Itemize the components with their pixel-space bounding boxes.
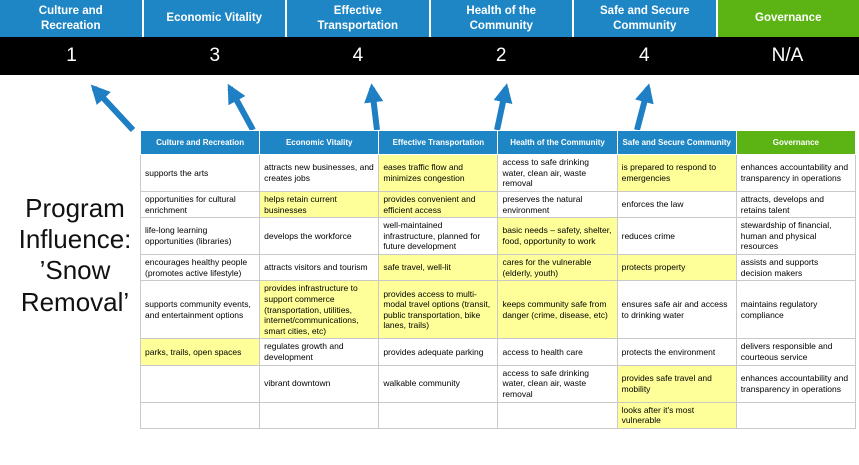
matrix-cell bbox=[378, 401, 499, 429]
matrix-cell: opportunities for cultural enrichment bbox=[139, 190, 261, 219]
matrix-cell: provides adequate parking bbox=[378, 338, 499, 366]
matrix-cell: enhances accountability and transparency… bbox=[735, 154, 857, 192]
score-value-4: 4 bbox=[638, 45, 650, 66]
influence-matrix: Culture and Recreation Economic Vitality E… bbox=[139, 130, 857, 429]
matrix-cell: provides convenient and efficient access bbox=[378, 190, 499, 219]
category-header-2: Effective Transportation bbox=[287, 0, 429, 37]
category-header-0: Culture and Recreation bbox=[0, 0, 142, 37]
matrix-header-2: Effective Transportation bbox=[378, 130, 499, 155]
matrix-cell: enforces the law bbox=[616, 190, 737, 219]
category-header-row: Culture and Recreation Economic Vitality E… bbox=[0, 0, 859, 37]
matrix-cell: helps retain current businesses bbox=[259, 190, 380, 219]
score-value-3: 2 bbox=[495, 45, 507, 66]
matrix-cell: keeps community safe from danger (crime,… bbox=[497, 280, 618, 340]
matrix-row-5: parks, trails, open spaces regulates grow… bbox=[139, 338, 857, 366]
score-value-2: 4 bbox=[352, 45, 364, 66]
matrix-cell: delivers responsible and courteous servi… bbox=[735, 338, 857, 366]
matrix-cell: attracts, develops and retains talent bbox=[735, 190, 857, 219]
matrix-cell bbox=[139, 401, 261, 429]
matrix-cell bbox=[259, 401, 380, 429]
matrix-cell: provides safe travel and mobility bbox=[616, 364, 737, 403]
matrix-cell: eases traffic flow and minimizes congest… bbox=[378, 154, 499, 192]
category-header-5: Governance bbox=[717, 0, 859, 37]
matrix-cell: provides access to multi-modal travel op… bbox=[378, 280, 499, 340]
matrix-cell: preserves the natural environment bbox=[497, 190, 618, 219]
matrix-cell: life-long learning opportunities (librar… bbox=[139, 217, 261, 255]
matrix-cell: supports community events, and entertain… bbox=[139, 280, 261, 340]
matrix-cell: protects property bbox=[616, 253, 737, 282]
matrix-cell: supports the arts bbox=[139, 154, 261, 192]
arrow-icon bbox=[364, 83, 384, 131]
arrow-icon bbox=[634, 83, 654, 131]
matrix-cell: maintains regulatory compliance bbox=[735, 280, 857, 340]
program-influence-label: Program Influence: ’Snow Removal’ bbox=[18, 193, 132, 317]
matrix-cell bbox=[139, 364, 261, 403]
matrix-row-1: opportunities for cultural enrichment hel… bbox=[139, 190, 857, 219]
matrix-header-row: Culture and Recreation Economic Vitality E… bbox=[139, 130, 857, 155]
arrow-icon bbox=[227, 83, 256, 132]
matrix-cell: encourages healthy people (promotes acti… bbox=[139, 253, 261, 282]
matrix-cell: vibrant downtown bbox=[259, 364, 380, 403]
matrix-cell: stewardship of financial, human and phys… bbox=[735, 217, 857, 255]
matrix-row-6: vibrant downtown walkable community access… bbox=[139, 364, 857, 403]
matrix-body: supports the arts attracts new businesses… bbox=[139, 154, 857, 429]
matrix-cell: safe travel, well-lit bbox=[378, 253, 499, 282]
matrix-cell: access to health care bbox=[497, 338, 618, 366]
matrix-cell: parks, trails, open spaces bbox=[139, 338, 261, 366]
matrix-header-0: Culture and Recreation bbox=[139, 130, 261, 155]
matrix-cell: walkable community bbox=[378, 364, 499, 403]
matrix-cell: assists and supports decision makers bbox=[735, 253, 857, 282]
matrix-row-7: looks after it's most vulnerable bbox=[139, 401, 857, 429]
matrix-cell: develops the workforce bbox=[259, 217, 380, 255]
matrix-cell: access to safe drinking water, clean air… bbox=[497, 154, 618, 192]
matrix-row-3: encourages healthy people (promotes acti… bbox=[139, 253, 857, 282]
score-value-0: 1 bbox=[66, 45, 77, 66]
matrix-row-4: supports community events, and entertain… bbox=[139, 280, 857, 340]
matrix-header-1: Economic Vitality bbox=[259, 130, 380, 155]
matrix-row-0: supports the arts attracts new businesses… bbox=[139, 154, 857, 192]
matrix-cell: provides infrastructure to support comme… bbox=[259, 280, 380, 340]
score-value-1: 3 bbox=[209, 45, 221, 66]
matrix-cell: looks after it's most vulnerable bbox=[616, 401, 737, 429]
matrix-cell: attracts visitors and tourism bbox=[259, 253, 380, 282]
matrix-cell: access to safe drinking water, clean air… bbox=[497, 364, 618, 403]
matrix-cell: ensures safe air and access to drinking … bbox=[616, 280, 737, 340]
matrix-header-3: Health of the Community bbox=[497, 130, 618, 155]
matrix-header-5: Governance bbox=[735, 130, 857, 155]
matrix-cell: cares for the vulnerable (elderly, youth… bbox=[497, 253, 618, 282]
score-row: 1 3 4 2 4 N/A bbox=[0, 37, 859, 75]
matrix-header-4: Safe and Secure Community bbox=[616, 130, 737, 155]
matrix-cell bbox=[497, 401, 618, 429]
arrow-icon bbox=[493, 83, 513, 131]
matrix-cell: reduces crime bbox=[616, 217, 737, 255]
matrix-cell: regulates growth and development bbox=[259, 338, 380, 366]
matrix-cell: well-maintained infrastructure, planned … bbox=[378, 217, 499, 255]
matrix-cell: attracts new businesses, and creates job… bbox=[259, 154, 380, 192]
matrix-row-2: life-long learning opportunities (librar… bbox=[139, 217, 857, 255]
category-header-1: Economic Vitality bbox=[143, 0, 285, 37]
matrix-cell: basic needs – safety, shelter, food, opp… bbox=[497, 217, 618, 255]
category-header-3: Health of the Community bbox=[430, 0, 572, 37]
score-value-5: N/A bbox=[771, 45, 804, 66]
matrix-cell: enhances accountability and transparency… bbox=[735, 364, 857, 403]
matrix-cell bbox=[735, 401, 857, 429]
matrix-cell: protects the environment bbox=[616, 338, 737, 366]
category-header-4: Safe and Secure Community bbox=[574, 0, 716, 37]
matrix-cell: is prepared to respond to emergencies bbox=[616, 154, 737, 192]
score-arrows bbox=[90, 83, 654, 133]
arrow-icon bbox=[90, 84, 136, 133]
